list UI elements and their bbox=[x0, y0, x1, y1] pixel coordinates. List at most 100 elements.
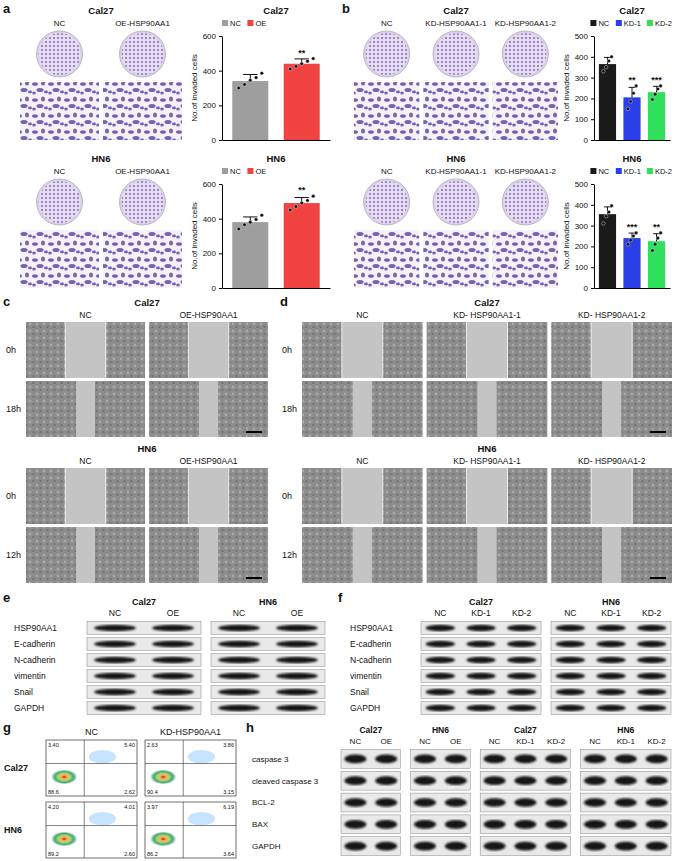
legend-swatch bbox=[616, 168, 622, 174]
cell-cloud bbox=[150, 770, 175, 785]
wound-gap bbox=[353, 527, 372, 583]
tick-label: 400 bbox=[203, 215, 217, 224]
band bbox=[596, 641, 625, 647]
blot-strip bbox=[551, 670, 671, 683]
lane-label: NC bbox=[589, 737, 601, 746]
wound-edge bbox=[228, 468, 229, 524]
axis-title: No.of invaded cells bbox=[562, 54, 571, 122]
band bbox=[375, 842, 397, 851]
band bbox=[94, 641, 136, 647]
micrograph bbox=[423, 82, 488, 140]
lane-label: NC bbox=[350, 737, 362, 746]
bar bbox=[623, 238, 640, 288]
wound-image bbox=[427, 322, 548, 378]
x-axis bbox=[595, 140, 671, 141]
bar bbox=[623, 97, 640, 140]
band bbox=[556, 625, 585, 631]
blot-strip bbox=[581, 837, 671, 856]
dish-stain bbox=[122, 33, 164, 75]
wound-image bbox=[551, 527, 672, 583]
wound-edge bbox=[188, 468, 189, 524]
bar-chart: HN60100200300400500No.of invaded cells**… bbox=[562, 153, 672, 293]
band bbox=[94, 689, 136, 695]
blot-strip bbox=[421, 670, 541, 683]
tick-label: 400 bbox=[203, 67, 217, 76]
tick-mark bbox=[591, 78, 594, 79]
row-label: HN6 bbox=[4, 825, 22, 835]
lane-label: NC bbox=[233, 608, 245, 618]
band bbox=[94, 657, 136, 663]
data-point bbox=[607, 210, 611, 214]
data-point bbox=[632, 234, 636, 238]
column-label: KD- HSP90AA1-2 bbox=[578, 310, 646, 320]
legend-label: KD-2 bbox=[655, 167, 672, 176]
error-bar bbox=[653, 86, 660, 92]
x-axis bbox=[223, 288, 331, 289]
wound-image bbox=[302, 527, 423, 583]
band bbox=[152, 673, 194, 679]
tick-mark bbox=[591, 205, 594, 206]
wound-gap bbox=[188, 322, 228, 378]
band bbox=[445, 798, 467, 807]
blot-strip bbox=[87, 686, 201, 699]
wound-gap bbox=[65, 468, 105, 524]
wound-gap bbox=[188, 468, 228, 524]
tick-mark bbox=[219, 184, 222, 185]
column-label: KD- HSP90AA1-2 bbox=[578, 456, 646, 466]
tick-mark bbox=[591, 140, 594, 141]
tick-mark bbox=[591, 36, 594, 37]
data-point bbox=[300, 201, 304, 205]
band bbox=[646, 820, 668, 829]
tick-mark bbox=[219, 219, 222, 220]
band bbox=[466, 673, 495, 679]
blot-strip bbox=[421, 686, 541, 699]
blot-strip bbox=[211, 702, 325, 715]
band bbox=[646, 842, 668, 851]
band bbox=[507, 673, 536, 679]
cell-scatter bbox=[89, 812, 116, 825]
micrograph bbox=[493, 82, 558, 140]
micrograph bbox=[354, 230, 419, 288]
column-label: OE-HSP90AA1 bbox=[179, 310, 237, 320]
error-bar bbox=[243, 74, 257, 81]
axis-line bbox=[223, 140, 331, 141]
group-title: Cal27 bbox=[88, 5, 113, 16]
group-title: HN6 bbox=[602, 597, 620, 607]
micrograph bbox=[103, 82, 182, 140]
band bbox=[584, 798, 606, 807]
wound-image bbox=[26, 322, 145, 378]
error-cap bbox=[243, 216, 257, 217]
blot-strip bbox=[581, 750, 671, 769]
legend-label: NC bbox=[598, 167, 609, 176]
legend-swatch bbox=[222, 20, 228, 26]
wound-image bbox=[149, 527, 268, 583]
data-point bbox=[651, 249, 655, 253]
lane-label: KD-2 bbox=[547, 737, 566, 746]
band bbox=[615, 798, 637, 807]
band bbox=[514, 776, 536, 785]
band bbox=[375, 820, 397, 829]
band bbox=[276, 625, 318, 631]
marks bbox=[232, 194, 319, 288]
wound-image bbox=[302, 322, 423, 378]
legend-swatch bbox=[247, 20, 253, 26]
band bbox=[466, 689, 495, 695]
blot-strip bbox=[87, 702, 201, 715]
legend-swatch bbox=[616, 20, 622, 26]
flow-frame bbox=[46, 740, 137, 796]
dish-stain bbox=[504, 181, 546, 223]
blot-strip bbox=[581, 815, 671, 834]
significance: ** bbox=[298, 48, 306, 58]
bar bbox=[284, 203, 320, 288]
axis-line bbox=[595, 140, 671, 141]
legend: NCOE bbox=[222, 19, 266, 28]
band bbox=[615, 820, 637, 829]
error-bar bbox=[604, 207, 611, 214]
row-label: E-cadherin bbox=[14, 639, 55, 649]
dish-stain bbox=[435, 33, 477, 75]
blot-strip bbox=[480, 750, 570, 769]
band bbox=[375, 755, 397, 764]
wound-gap bbox=[76, 381, 95, 437]
bar bbox=[599, 64, 616, 140]
micrograph bbox=[354, 82, 419, 140]
